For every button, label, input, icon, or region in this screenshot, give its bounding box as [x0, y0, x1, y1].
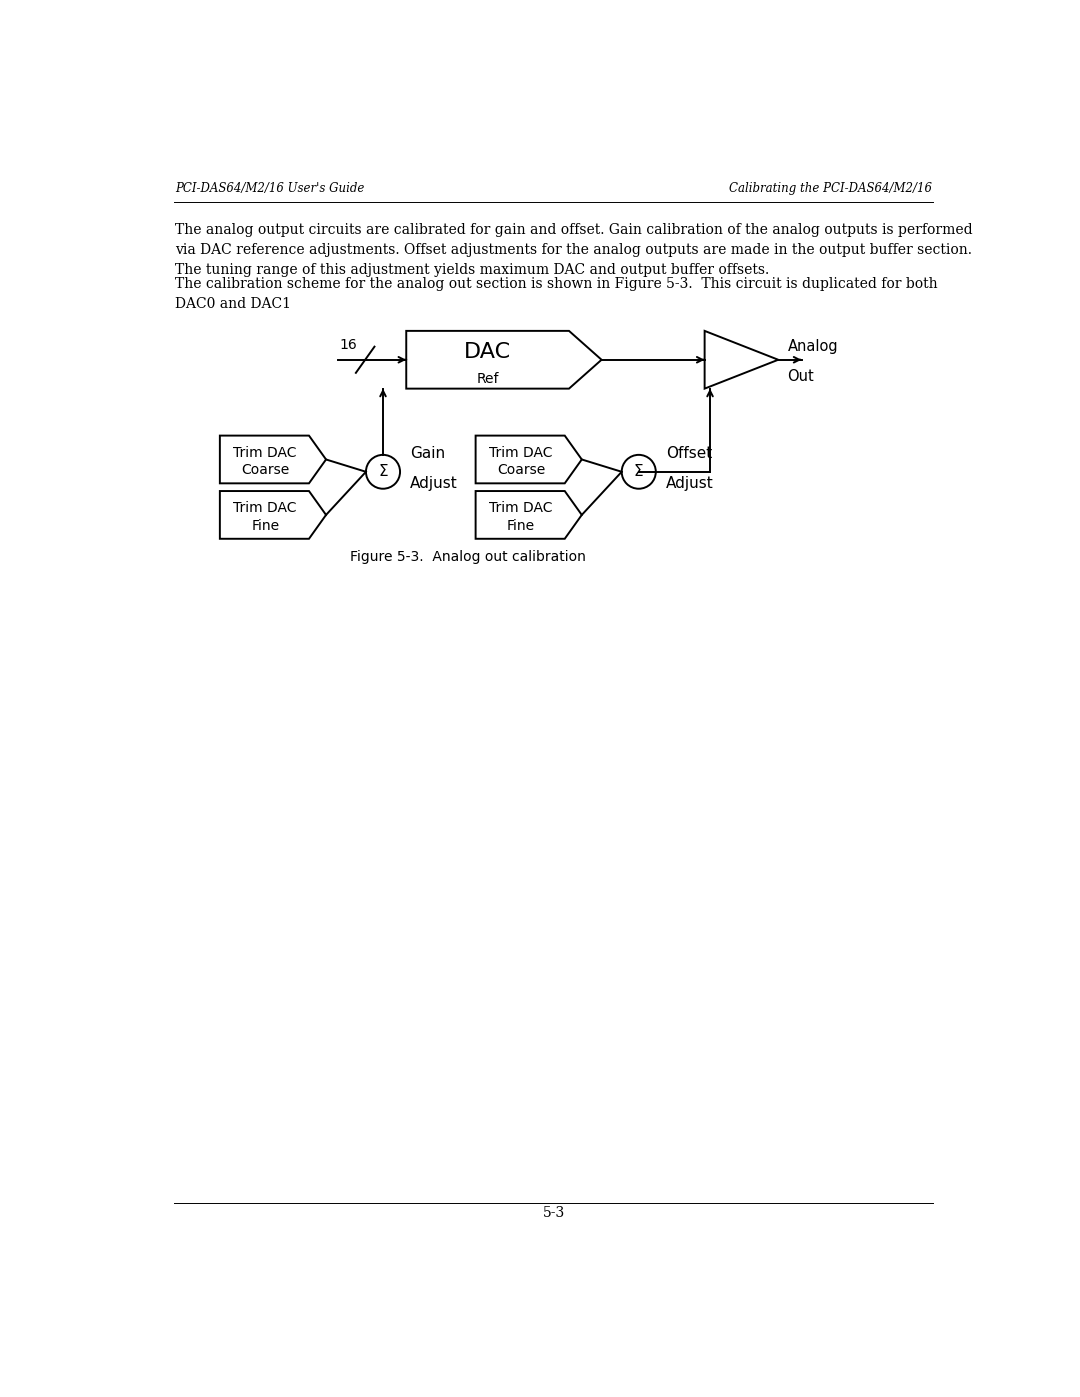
Text: The calibration scheme for the analog out section is shown in Figure 5-3.  This : The calibration scheme for the analog ou… [175, 277, 937, 312]
Text: Gain: Gain [410, 446, 445, 461]
Text: Coarse: Coarse [497, 464, 545, 478]
Text: Trim DAC: Trim DAC [489, 502, 553, 515]
Text: Ref: Ref [476, 372, 499, 386]
Text: Fine: Fine [507, 518, 535, 532]
Text: Fine: Fine [252, 518, 280, 532]
Text: Adjust: Adjust [410, 476, 458, 492]
Text: PCI-DAS64/M2/16 User's Guide: PCI-DAS64/M2/16 User's Guide [175, 182, 365, 194]
Text: Analog: Analog [787, 339, 838, 355]
Text: Trim DAC: Trim DAC [489, 446, 553, 460]
Text: Offset: Offset [666, 446, 712, 461]
Text: 16: 16 [340, 338, 357, 352]
Text: Trim DAC: Trim DAC [233, 502, 297, 515]
Text: Calibrating the PCI-DAS64/M2/16: Calibrating the PCI-DAS64/M2/16 [729, 182, 932, 194]
Text: DAC: DAC [464, 342, 511, 362]
Text: Figure 5-3.  Analog out calibration: Figure 5-3. Analog out calibration [350, 550, 586, 564]
Text: The analog output circuits are calibrated for gain and offset. Gain calibration : The analog output circuits are calibrate… [175, 224, 973, 277]
Text: Σ: Σ [634, 464, 644, 479]
Text: 5-3: 5-3 [542, 1206, 565, 1220]
Text: Trim DAC: Trim DAC [233, 446, 297, 460]
Text: Σ: Σ [378, 464, 388, 479]
Text: Coarse: Coarse [241, 464, 289, 478]
Text: Out: Out [787, 369, 814, 384]
Text: Adjust: Adjust [666, 476, 714, 492]
